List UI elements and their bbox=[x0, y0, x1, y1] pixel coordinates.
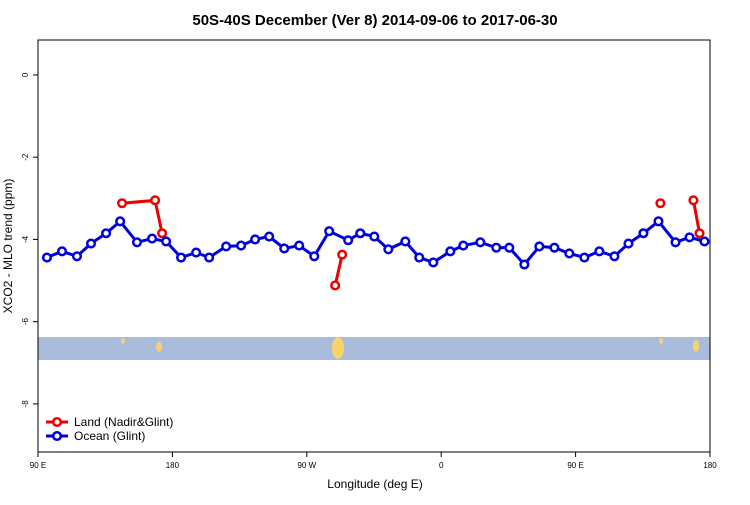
series-line bbox=[691, 200, 702, 234]
land-blob bbox=[693, 340, 699, 352]
data-point bbox=[147, 233, 158, 244]
data-point bbox=[56, 246, 68, 257]
data-point bbox=[337, 249, 348, 260]
data-point bbox=[688, 195, 699, 206]
map-strip bbox=[38, 337, 710, 360]
data-point bbox=[458, 240, 469, 251]
data-point bbox=[161, 236, 172, 247]
data-point bbox=[176, 252, 187, 263]
data-point bbox=[85, 238, 97, 249]
data-point bbox=[343, 235, 354, 246]
data-point bbox=[491, 242, 502, 253]
y-axis-label: XCO2 - MLO trend (ppm) bbox=[1, 179, 15, 314]
y-tick-label: -4 bbox=[21, 235, 30, 243]
data-point bbox=[699, 236, 710, 247]
data-point bbox=[221, 241, 232, 252]
data-point bbox=[117, 198, 128, 209]
data-point bbox=[549, 242, 560, 253]
x-tick-label: 180 bbox=[703, 461, 717, 470]
data-point bbox=[445, 246, 456, 257]
chart-title: 50S-40S December (Ver 8) 2014-09-06 to 2… bbox=[192, 12, 557, 29]
plot-frame bbox=[37, 39, 711, 453]
data-point bbox=[519, 259, 530, 270]
land-blob bbox=[156, 342, 162, 352]
data-point bbox=[414, 252, 425, 263]
data-point bbox=[264, 231, 275, 242]
x-tick-label: 0 bbox=[439, 461, 444, 470]
x-tick-label: 90 W bbox=[297, 461, 316, 470]
data-point bbox=[250, 234, 261, 245]
land-blob bbox=[659, 338, 663, 344]
data-point bbox=[475, 237, 486, 248]
legend-label: Ocean (Glint) bbox=[74, 429, 145, 443]
data-point bbox=[594, 246, 605, 257]
legend-marker bbox=[51, 430, 63, 442]
data-point bbox=[115, 216, 126, 227]
y-tick-label: -6 bbox=[21, 318, 30, 326]
data-point bbox=[400, 236, 411, 247]
data-point bbox=[131, 237, 143, 248]
data-point bbox=[330, 280, 341, 291]
data-point bbox=[504, 242, 515, 253]
data-point bbox=[564, 248, 575, 259]
data-point bbox=[236, 240, 247, 251]
series-line bbox=[333, 254, 344, 286]
data-point bbox=[71, 251, 83, 262]
x-tick-label: 180 bbox=[166, 461, 180, 470]
data-point bbox=[279, 243, 290, 254]
data-point bbox=[609, 251, 620, 262]
ocean-strip bbox=[38, 337, 710, 360]
data-point bbox=[157, 228, 168, 239]
data-point bbox=[309, 251, 320, 262]
y-tick-label: 0 bbox=[21, 72, 30, 77]
data-point bbox=[355, 228, 366, 239]
land-blob bbox=[332, 337, 344, 359]
data-point bbox=[638, 228, 649, 239]
data-point bbox=[684, 232, 695, 243]
data-point bbox=[41, 252, 53, 263]
data-point bbox=[191, 247, 202, 258]
data-point bbox=[101, 228, 112, 239]
data-point bbox=[369, 231, 380, 242]
y-tick-label: -8 bbox=[21, 400, 30, 408]
data-point bbox=[579, 252, 590, 263]
data-point bbox=[383, 244, 394, 255]
data-point bbox=[150, 195, 161, 206]
legend-label: Land (Nadir&Glint) bbox=[74, 415, 173, 429]
x-tick-label: 90 E bbox=[567, 461, 583, 470]
data-point bbox=[653, 216, 664, 227]
data-point bbox=[623, 238, 634, 249]
data-point bbox=[204, 252, 215, 263]
data-point bbox=[294, 240, 305, 251]
data-point bbox=[670, 237, 681, 248]
data-point bbox=[534, 241, 545, 252]
marks bbox=[41, 195, 710, 291]
data-point bbox=[655, 198, 666, 209]
data-point bbox=[428, 257, 439, 268]
legend-marker bbox=[51, 416, 63, 428]
data-point bbox=[324, 226, 335, 237]
legend: Land (Nadir&Glint)Ocean (Glint) bbox=[46, 415, 173, 443]
y-tick-label: -2 bbox=[21, 153, 30, 161]
x-tick-label: 90 E bbox=[30, 461, 46, 470]
data-point bbox=[694, 228, 705, 239]
land-blob bbox=[121, 338, 125, 344]
x-axis-label: Longitude (deg E) bbox=[327, 477, 422, 491]
